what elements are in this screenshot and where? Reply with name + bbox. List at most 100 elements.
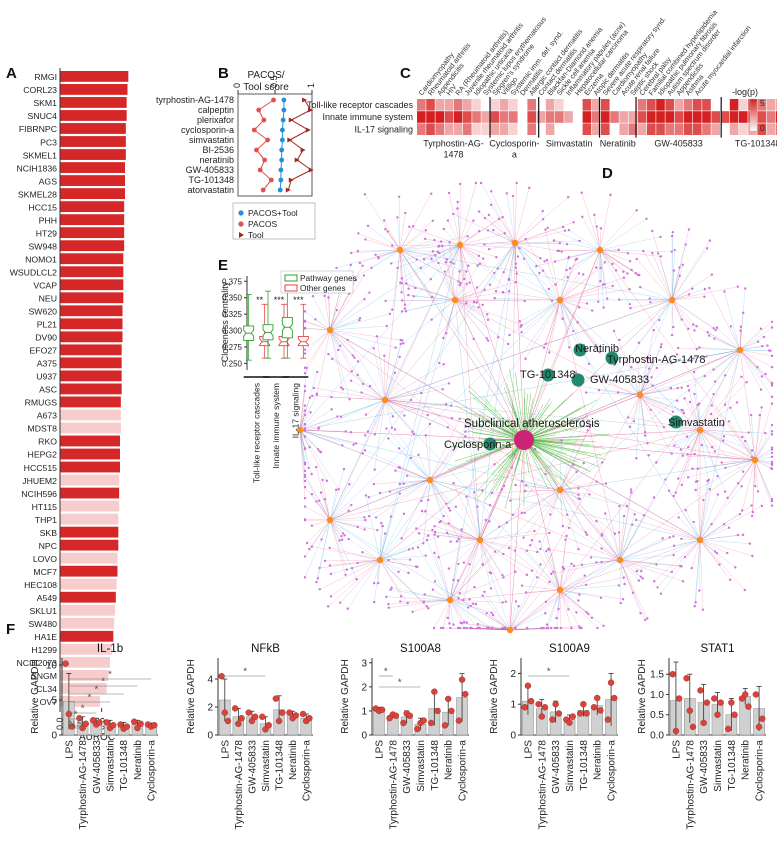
network-edge <box>423 479 431 544</box>
data-point <box>597 707 604 714</box>
category-label-2: IL-17 signaling <box>290 383 300 439</box>
gene-node <box>721 439 725 442</box>
gene-node <box>486 339 490 342</box>
gene-node <box>644 618 647 622</box>
gene-node <box>424 509 427 513</box>
gene-node <box>740 375 743 378</box>
y-tick-label-2: 10 <box>46 661 58 672</box>
gene-node <box>695 347 699 351</box>
gene-node <box>438 520 441 524</box>
network-edge <box>599 249 604 308</box>
gene-node <box>303 422 307 426</box>
network-edge <box>699 376 742 431</box>
gene-node <box>662 426 666 429</box>
gene-node <box>713 380 717 383</box>
network-edge <box>329 559 381 566</box>
heatmap-cell <box>683 111 693 123</box>
network-edge <box>568 230 601 251</box>
legend-label-1: Other genes <box>300 283 346 293</box>
gene-node <box>539 563 542 566</box>
network-edge <box>559 299 641 396</box>
gene-node <box>502 484 506 488</box>
gene-node <box>446 219 450 222</box>
gene-node <box>645 217 648 221</box>
gene-node <box>350 503 353 507</box>
data-point <box>752 691 760 698</box>
tick-label-rko: RKO <box>38 437 57 447</box>
data-point <box>594 694 601 702</box>
network-edge <box>639 346 662 396</box>
gene-node <box>363 449 367 452</box>
gene-node <box>712 327 715 330</box>
network-edge <box>509 581 550 631</box>
gene-node <box>741 311 745 315</box>
gene-node <box>504 600 508 603</box>
data-point <box>103 719 111 726</box>
gene-node <box>348 482 351 486</box>
network-edge <box>739 328 762 351</box>
bar-nomo1 <box>60 253 124 265</box>
network-edge <box>418 533 481 541</box>
gene-node <box>303 371 307 375</box>
gene-node <box>343 534 346 537</box>
network-edge <box>559 289 630 301</box>
network-edge <box>378 249 401 259</box>
gene-node <box>479 181 483 185</box>
network-edge <box>609 363 641 396</box>
gene-node <box>742 470 745 473</box>
x-tick-label-6: Cyclosporin-a <box>458 740 469 802</box>
gene-node <box>303 404 307 407</box>
network-edge <box>523 249 601 441</box>
gene-node <box>341 388 345 391</box>
gene-node <box>529 544 532 547</box>
network-edge <box>459 220 474 246</box>
gene-node <box>544 228 547 231</box>
gene-node <box>698 346 701 349</box>
x-tick-label-3: Simvastatin <box>106 740 117 792</box>
heatmap-cell <box>518 123 527 135</box>
gene-node <box>595 225 598 228</box>
gene-node <box>676 386 679 390</box>
pathway-node-3 <box>596 246 604 254</box>
gene-node <box>525 573 529 577</box>
network-edge <box>639 394 678 401</box>
network-edge <box>384 340 403 401</box>
gene-node <box>458 626 462 630</box>
gene-node <box>412 294 415 298</box>
network-edge <box>514 219 544 244</box>
network-edge <box>479 539 507 602</box>
legend-swatch-1 <box>284 284 298 292</box>
network-edge <box>671 296 705 301</box>
heatmap-cell <box>463 123 472 135</box>
gene-node <box>303 427 307 430</box>
gene-node <box>701 608 705 611</box>
gene-node <box>434 254 437 257</box>
network-edge <box>454 282 470 301</box>
network-edge <box>523 439 606 449</box>
y-tick-label-0: 0.250 <box>222 359 243 368</box>
x-tick-label-2: 1 <box>306 83 316 88</box>
network-edge <box>699 349 741 541</box>
network-edge <box>384 399 525 441</box>
node-label-tg-101348: TG-101348 <box>520 369 576 381</box>
tick-label-nomo1: NOMO1 <box>25 254 57 264</box>
network-edge <box>454 299 489 320</box>
data-point <box>251 713 259 720</box>
gene-node <box>330 395 333 399</box>
x-tick-label-0: 0 <box>232 83 242 88</box>
network-edge <box>652 253 673 301</box>
gene-node <box>670 570 673 574</box>
gene-node <box>630 365 633 369</box>
heatmap-cell <box>775 111 777 123</box>
gene-node <box>601 461 604 464</box>
data-point <box>675 695 683 702</box>
gene-node <box>391 308 394 311</box>
network-edge <box>699 505 762 541</box>
gene-node <box>518 320 522 323</box>
gene-node <box>685 435 689 438</box>
gene-node <box>712 368 715 371</box>
gene-node <box>750 504 753 507</box>
gene-node <box>417 532 421 535</box>
network-edge <box>425 435 431 481</box>
network-edge <box>397 244 461 269</box>
